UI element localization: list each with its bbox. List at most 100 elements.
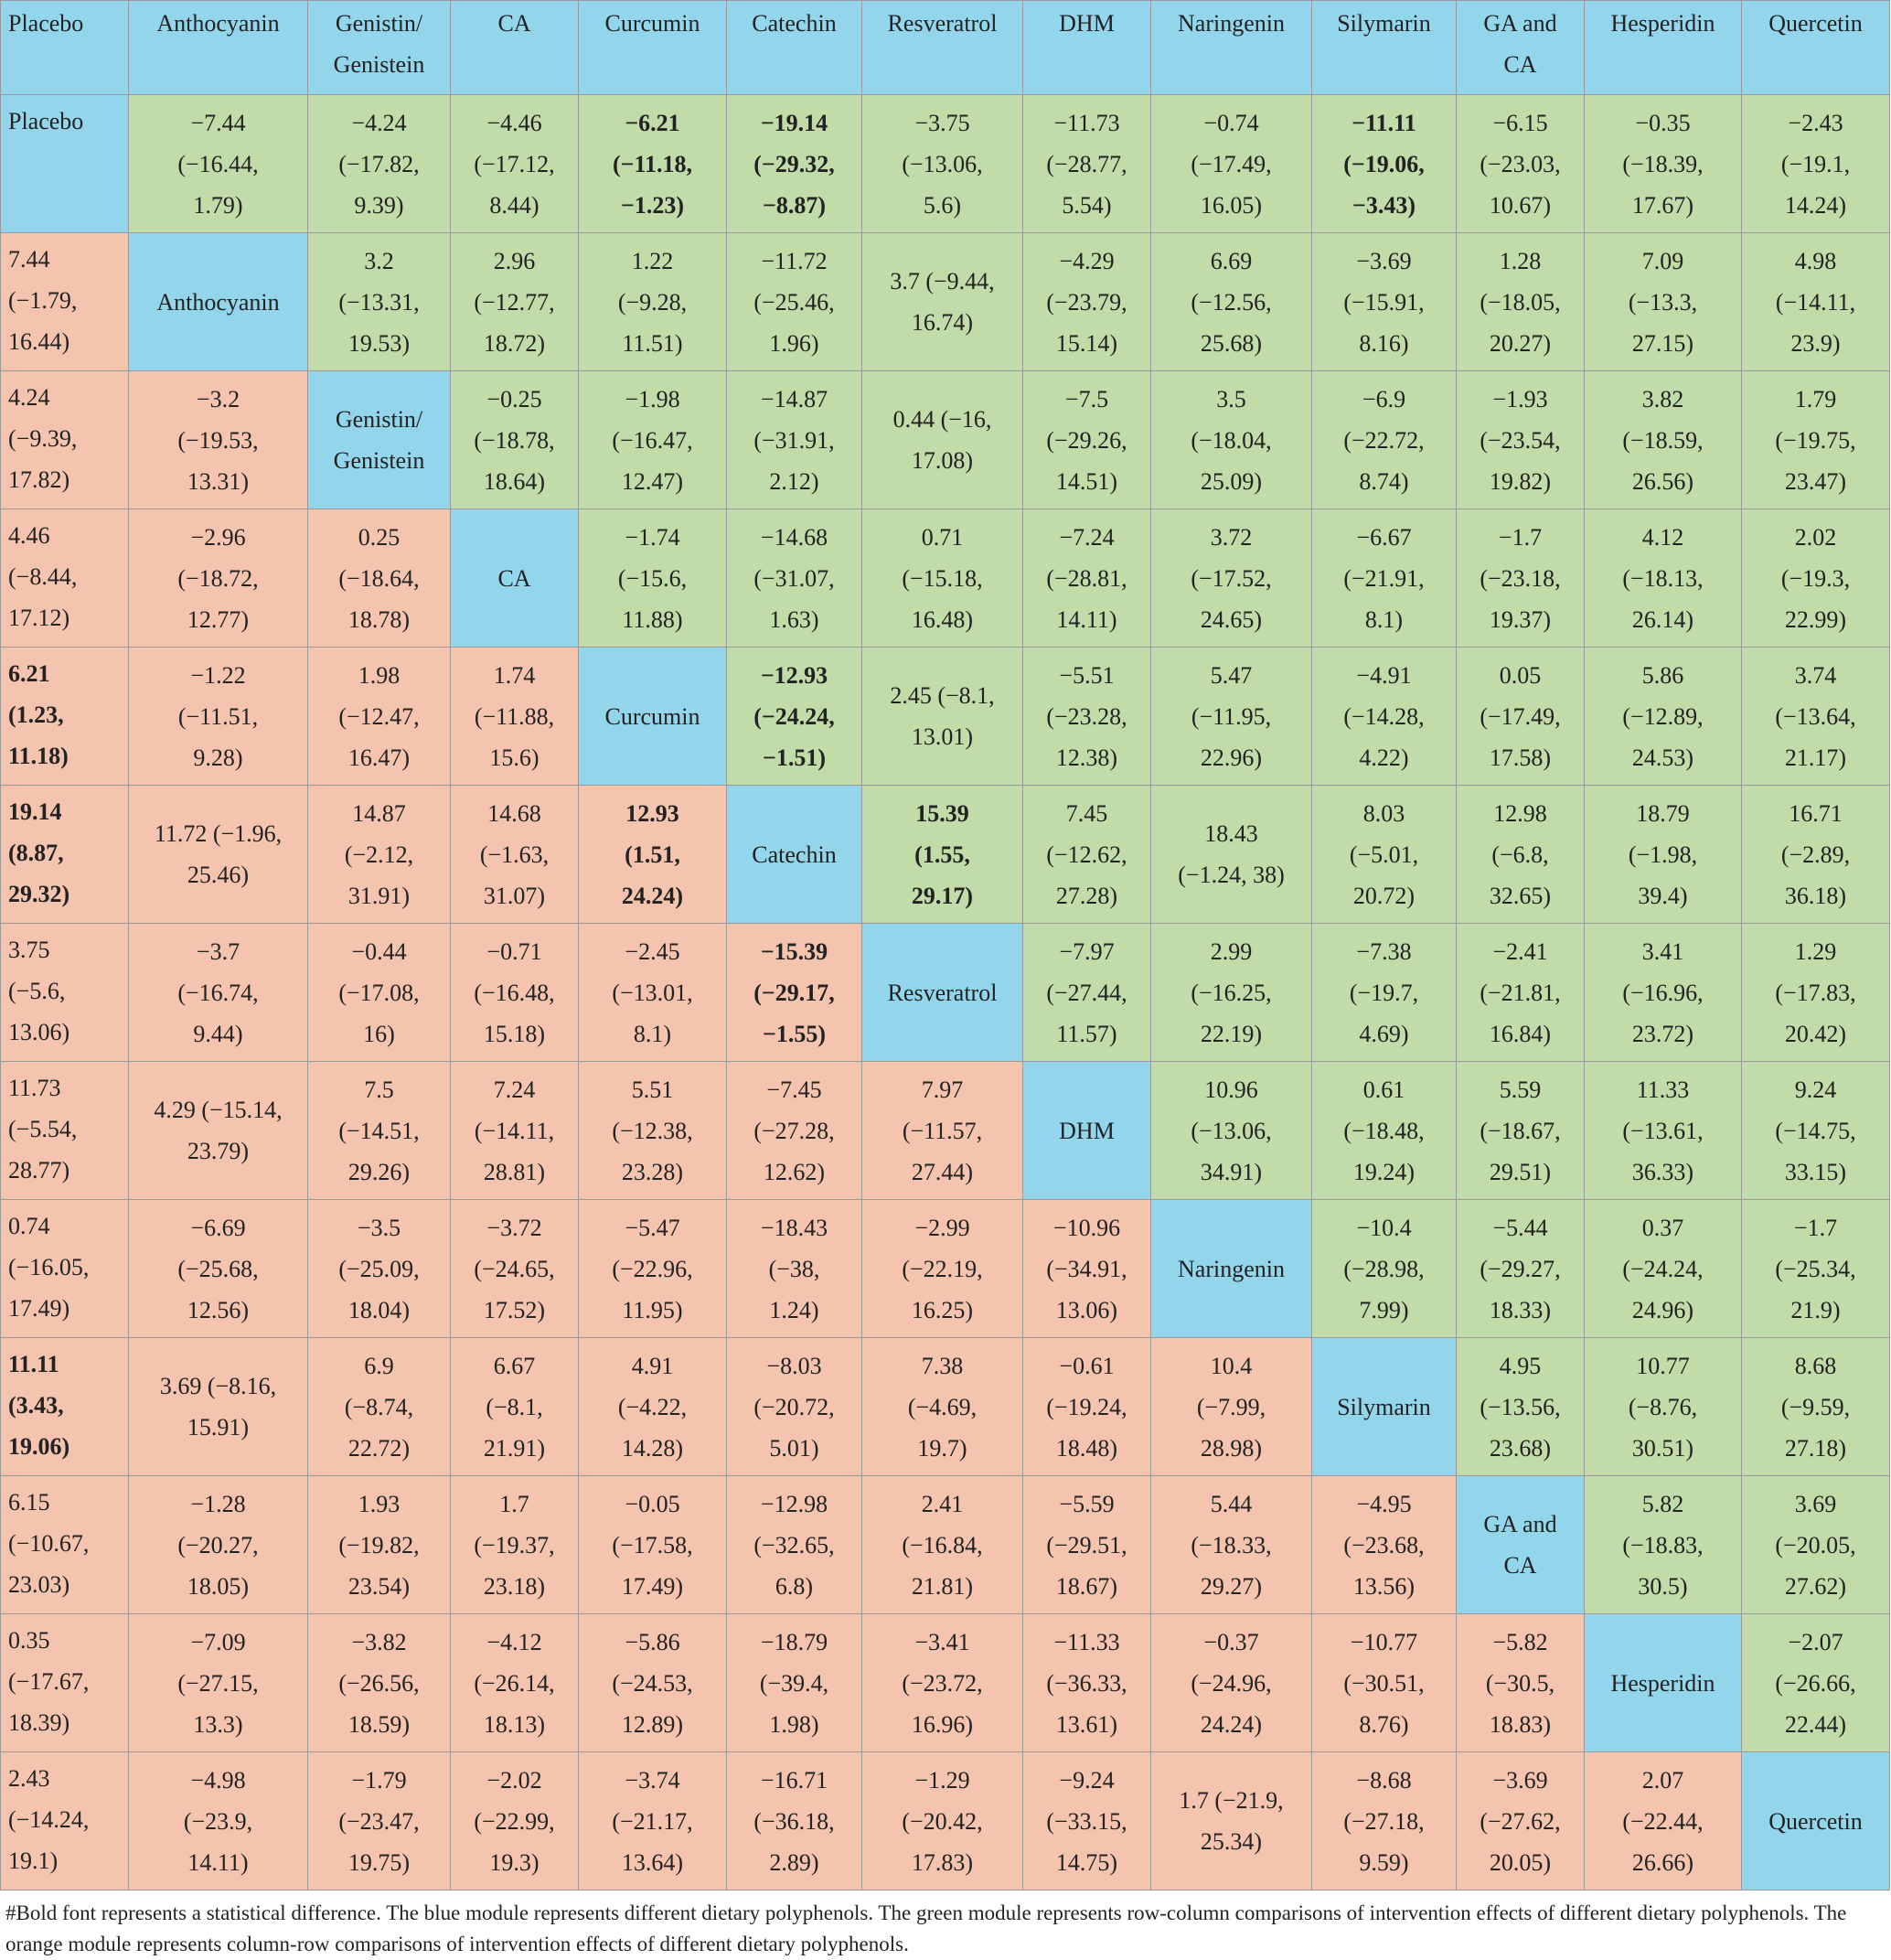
comparison-cell: −6.67 (−21.91, 8.1) [1311,509,1457,648]
comparison-cell: −6.15 (−23.03, 10.67) [1456,94,1585,233]
column-header: Genistin/Genistein [307,0,451,95]
comparison-cell: −7.5 (−29.26, 14.51) [1022,370,1151,509]
comparison-cell: 2.96 (−12.77, 18.72) [450,232,579,371]
comparison-cell: 2.43 (−14.24, 19.1) [0,1751,129,1890]
comparison-cell: −10.77 (−30.51, 8.76) [1311,1613,1457,1752]
comparison-cell: 15.39 (1.55, 29.17) [861,785,1023,924]
comparison-cell: 14.68 (−1.63, 31.07) [450,785,579,924]
diagonal-label-cell: Silymarin [1311,1337,1457,1476]
comparison-cell: 3.69 (−20.05, 27.62) [1741,1475,1890,1614]
comparison-cell: 1.79 (−19.75, 23.47) [1741,370,1890,509]
comparison-cell: −11.73 (−28.77, 5.54) [1022,94,1151,233]
comparison-cell: 4.98 (−14.11, 23.9) [1741,232,1890,371]
comparison-cell: −3.5 (−25.09, 18.04) [307,1199,451,1338]
comparison-cell: 0.37 (−24.24, 24.96) [1584,1199,1742,1338]
comparison-cell: 0.05 (−17.49, 17.58) [1456,647,1585,786]
table-row: 19.14 (8.87, 29.32) 11.72 (−1.96, 25.46) 14.8… [0,785,1890,924]
comparison-cell: 0.25 (−18.64, 18.78) [307,509,451,648]
comparison-cell: 1.28 (−18.05, 20.27) [1456,232,1585,371]
comparison-cell: −5.59 (−29.51, 18.67) [1022,1475,1151,1614]
comparison-cell: 8.68 (−9.59, 27.18) [1741,1337,1890,1476]
comparison-cell: −1.22 (−11.51, 9.28) [128,647,308,786]
comparison-cell: −7.44 (−16.44, 1.79) [128,94,308,233]
diagonal-label-cell: Hesperidin [1584,1613,1742,1752]
comparison-cell: −1.74 (−15.6, 11.88) [578,509,727,648]
column-header: CA [450,0,579,95]
comparison-cell: −5.82 (−30.5, 18.83) [1456,1613,1585,1752]
comparison-cell: −7.97 (−27.44, 11.57) [1022,923,1151,1062]
column-header: Anthocyanin [128,0,308,95]
comparison-cell: 11.73 (−5.54, 28.77) [0,1061,129,1200]
comparison-cell: 19.14 (8.87, 29.32) [0,785,129,924]
comparison-cell: 1.29 (−17.83, 20.42) [1741,923,1890,1062]
comparison-cell: −2.02 (−22.99, 19.3) [450,1751,579,1890]
comparison-cell: 6.69 (−12.56, 25.68) [1150,232,1312,371]
comparison-cell: 6.15 (−10.67, 23.03) [0,1475,129,1614]
comparison-cell: −6.69 (−25.68, 12.56) [128,1199,308,1338]
comparison-cell: 7.09 (−13.3, 27.15) [1584,232,1742,371]
comparison-cell: 6.21 (1.23, 11.18) [0,647,129,786]
comparison-cell: 11.11 (3.43, 19.06) [0,1337,129,1476]
comparison-cell: −6.9 (−22.72, 8.74) [1311,370,1457,509]
comparison-cell: 11.72 (−1.96, 25.46) [128,785,308,924]
comparison-cell: −7.45 (−27.28, 12.62) [726,1061,862,1200]
comparison-cell: 4.24 (−9.39, 17.82) [0,370,129,509]
table-row: 11.73 (−5.54, 28.77) 4.29 (−15.14, 23.79) 7.5… [0,1061,1890,1200]
comparison-cell: 18.79 (−1.98, 39.4) [1584,785,1742,924]
comparison-cell: 5.59 (−18.67, 29.51) [1456,1061,1585,1200]
comparison-cell: −9.24 (−33.15, 14.75) [1022,1751,1151,1890]
comparison-cell: 1.7 (−19.37, 23.18) [450,1475,579,1614]
comparison-cell: −0.74 (−17.49, 16.05) [1150,94,1312,233]
diagonal-label-cell: Genistin/Genistein [307,370,451,509]
comparison-cell: 5.51 (−12.38, 23.28) [578,1061,727,1200]
comparison-cell: 7.5 (−14.51, 29.26) [307,1061,451,1200]
comparison-cell: −2.41 (−21.81, 16.84) [1456,923,1585,1062]
table-row: 6.21 (1.23, 11.18) −1.22 (−11.51, 9.28) 1.98 (−… [0,647,1890,786]
comparison-cell: −2.07 (−26.66, 22.44) [1741,1613,1890,1752]
diagonal-label-cell: Catechin [726,785,862,924]
comparison-cell: 1.93 (−19.82, 23.54) [307,1475,451,1614]
comparison-cell: 0.35 (−17.67, 18.39) [0,1613,129,1752]
comparison-cell: 3.5 (−18.04, 25.09) [1150,370,1312,509]
comparison-cell: −10.4 (−28.98, 7.99) [1311,1199,1457,1338]
comparison-cell: 0.71 (−15.18, 16.48) [861,509,1023,648]
comparison-cell: −10.96 (−34.91, 13.06) [1022,1199,1151,1338]
comparison-cell: −5.47 (−22.96, 11.95) [578,1199,727,1338]
comparison-cell: 5.82 (−18.83, 30.5) [1584,1475,1742,1614]
comparison-cell: 3.82 (−18.59, 26.56) [1584,370,1742,509]
comparison-cell: −4.98 (−23.9, 14.11) [128,1751,308,1890]
comparison-cell: −5.44 (−29.27, 18.33) [1456,1199,1585,1338]
comparison-cell: 1.22 (−9.28, 11.51) [578,232,727,371]
comparison-cell: 4.95 (−13.56, 23.68) [1456,1337,1585,1476]
table-footnote: #Bold font represents a statistical diff… [5,1901,1847,1955]
comparison-cell: 4.12 (−18.13, 26.14) [1584,509,1742,648]
comparison-cell: 12.93 (1.51, 24.24) [578,785,727,924]
comparison-cell: −1.93 (−23.54, 19.82) [1456,370,1585,509]
comparison-cell: 3.2 (−13.31, 19.53) [307,232,451,371]
table-row: 0.74 (−16.05, 17.49) −6.69 (−25.68, 12.56) −3.… [0,1199,1890,1338]
column-header: Catechin [726,0,862,95]
comparison-cell: −1.98 (−16.47, 12.47) [578,370,727,509]
comparison-cell: −2.43 (−19.1, 14.24) [1741,94,1890,233]
comparison-cell: −3.7 (−16.74, 9.44) [128,923,308,1062]
comparison-cell: 4.29 (−15.14, 23.79) [128,1061,308,1200]
comparison-cell: −0.71 (−16.48, 15.18) [450,923,579,1062]
comparison-cell: −1.28 (−20.27, 18.05) [128,1475,308,1614]
comparison-cell: 2.99 (−16.25, 22.19) [1150,923,1312,1062]
comparison-cell: −1.29 (−20.42, 17.83) [861,1751,1023,1890]
comparison-cell: 1.7 (−21.9, 25.34) [1150,1751,1312,1890]
comparison-cell: 0.74 (−16.05, 17.49) [0,1199,129,1338]
comparison-cell: 4.91 (−4.22, 14.28) [578,1337,727,1476]
comparison-cell: 0.61 (−18.48, 19.24) [1311,1061,1457,1200]
comparison-cell: −4.29 (−23.79, 15.14) [1022,232,1151,371]
column-header: Resveratrol [861,0,1023,95]
column-header: DHM [1022,0,1151,95]
comparison-cell: −2.45 (−13.01, 8.1) [578,923,727,1062]
comparison-cell: −3.75 (−13.06, 5.6) [861,94,1023,233]
comparison-cell: 7.97 (−11.57, 27.44) [861,1061,1023,1200]
comparison-cell: −3.74 (−21.17, 13.64) [578,1751,727,1890]
comparison-cell: 3.72 (−17.52, 24.65) [1150,509,1312,648]
column-header: Placebo [0,0,129,95]
comparison-cell: −7.09 (−27.15, 13.3) [128,1613,308,1752]
